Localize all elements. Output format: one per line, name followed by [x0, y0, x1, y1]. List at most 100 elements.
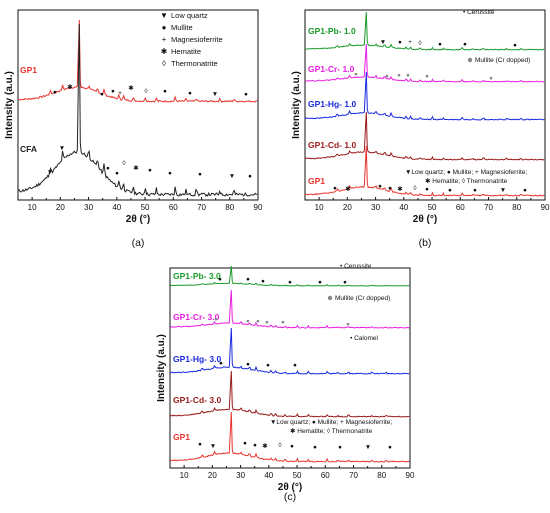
- series-line-1: [17, 23, 258, 197]
- phase-marker: ●: [338, 444, 342, 451]
- x-axis-label: 2θ (°): [126, 214, 150, 225]
- phase-marker: ●: [388, 185, 392, 192]
- phase-marker: ▼: [229, 173, 235, 180]
- phase-marker: ●: [313, 444, 317, 451]
- plot-frame: [169, 267, 411, 469]
- legend-entry: Low quartz: [171, 11, 208, 20]
- phase-marker: ●: [463, 41, 467, 48]
- phase-marker: ◊: [122, 160, 126, 167]
- mullite-cr-icon: [467, 57, 473, 63]
- phase-marker: ●: [489, 75, 493, 82]
- x-tick-label: 10: [315, 203, 324, 212]
- legend-symbol: ●: [162, 23, 167, 32]
- plot-frame: [304, 9, 546, 201]
- phase-marker: ◊: [278, 442, 282, 449]
- x-tick-label: 50: [141, 203, 150, 212]
- phase-marker: ●: [354, 71, 358, 78]
- phase-marker: ▼: [47, 169, 53, 176]
- series-label: GP1-Cd- 3.0: [173, 395, 221, 405]
- legend-symbol: ▼: [160, 11, 168, 20]
- legend-entry: Thermonatrite: [171, 59, 218, 68]
- series-label: GP1-Pb- 3.0: [173, 271, 221, 281]
- phase-marker: ●: [246, 361, 250, 368]
- series-line-1: [305, 43, 545, 83]
- phase-marker: ●: [425, 73, 429, 80]
- phase-marker: ✱: [262, 442, 268, 450]
- plot-area: GP1-Pb- 3.0 GP1-Cr- 3.0 GP1-Hg- 3.0 GP1-Cd-…: [156, 263, 415, 503]
- phase-marker: ●: [406, 72, 410, 79]
- y-axis-label: Intensity (a.u.): [291, 71, 302, 139]
- annotation-legend-line-1: ▼Low quartz; ● Mullite; + Magnesioferrit…: [270, 419, 392, 426]
- series-line-2: [304, 71, 545, 121]
- chart-panel-b: GP1-Pb- 1.0 GP1-Cr- 1.0 GP1-Hg- 1.0 GP1-Cd-…: [275, 0, 550, 262]
- phase-marker: ◊: [418, 40, 422, 47]
- x-tick-label: 60: [169, 203, 178, 212]
- phase-marker: ◊: [413, 185, 417, 192]
- x-tick-label: 80: [225, 203, 234, 212]
- phase-marker: ✱: [128, 84, 134, 92]
- chart-panel-c: GP1-Pb- 3.0 GP1-Cr- 3.0 GP1-Hg- 3.0 GP1-Cd-…: [140, 262, 415, 508]
- series-label: GP1-Hg- 1.0: [308, 99, 356, 109]
- x-tick-label: 50: [293, 471, 302, 480]
- annotations: • Cerussite Mullite (Cr dopped) • Calomel ▼…: [270, 263, 392, 435]
- x-tick-label: 60: [321, 471, 330, 480]
- annotation-cerussite: • Cerussite: [340, 263, 372, 270]
- phase-marker: ●: [106, 165, 110, 172]
- series-line-3: [304, 111, 545, 161]
- phase-marker: ●: [343, 279, 347, 286]
- x-tick-label: 90: [541, 203, 550, 212]
- phase-marker: ●: [288, 279, 292, 286]
- phase-marker: ●: [198, 441, 202, 448]
- series-line-0: [304, 11, 545, 51]
- phase-marker: ●: [290, 443, 294, 450]
- phase-marker: ●: [398, 39, 402, 46]
- xrd-chart-b: GP1-Pb- 1.0 GP1-Cr- 1.0 GP1-Hg- 1.0 GP1-Cd-…: [291, 9, 550, 249]
- phase-marker: ✱: [133, 164, 139, 172]
- phase-marker: ●: [333, 185, 337, 192]
- series-label: GP1: [173, 432, 190, 442]
- series-label: GP1: [308, 176, 325, 186]
- phase-marker: ●: [346, 321, 350, 328]
- series-line-2: [169, 327, 410, 375]
- annotation-calomel: • Calomel: [350, 335, 378, 342]
- phase-marker: ●: [523, 187, 527, 194]
- phase-marker: ▼: [59, 145, 65, 152]
- panel-label: (c): [284, 491, 296, 503]
- phase-marker: ●: [448, 187, 452, 194]
- phase-marker: ●: [513, 42, 517, 49]
- phase-marker: ●: [219, 360, 223, 367]
- annotation-legend-line-2: ✱ Hematite; ◊ Thermonatrite: [290, 427, 373, 435]
- plot-frame: [17, 9, 259, 201]
- xrd-chart-c: GP1-Pb- 3.0 GP1-Cr- 3.0 GP1-Hg- 3.0 GP1-Cd-…: [156, 263, 415, 503]
- x-axis-label: 2θ (°): [413, 214, 437, 225]
- x-axis-label: 2θ (°): [278, 482, 302, 493]
- series-line-4: [304, 145, 545, 197]
- phase-marker: ●: [388, 444, 392, 451]
- phase-marker: ●: [256, 318, 260, 325]
- legend-entry: Magnesioferrite: [171, 35, 223, 44]
- legend-entry: Hematite: [171, 47, 201, 56]
- x-tick-label: 20: [56, 203, 65, 212]
- phase-marker: ◊: [144, 88, 148, 95]
- series-line-0: [17, 19, 258, 103]
- x-tick-label: 70: [484, 203, 493, 212]
- phase-marker: ●: [214, 316, 218, 323]
- legend-symbol: ◊: [162, 59, 166, 68]
- series-label: GP1-Hg- 3.0: [173, 354, 221, 364]
- phase-marker: ●: [261, 278, 265, 285]
- phase-marker: ●: [265, 319, 269, 326]
- y-axis-label: Intensity (a.u.): [4, 71, 15, 139]
- phase-marker: ✱: [345, 185, 351, 193]
- phase-marker: ●: [246, 276, 250, 283]
- phase-marker: ●: [243, 440, 247, 447]
- x-tick-label: 70: [349, 471, 358, 480]
- phase-marker: ▼: [500, 187, 506, 194]
- mullite-cr-icon: [327, 295, 333, 301]
- series-line-1: [170, 289, 410, 329]
- series-line-4: [169, 411, 410, 463]
- legend: ▼ Low quartz ● Mullite + Magnesioferrite✱ Hema…: [160, 11, 223, 68]
- series-line-3: [169, 370, 410, 418]
- phase-marker: ●: [115, 170, 119, 177]
- legend-symbol: +: [162, 35, 167, 44]
